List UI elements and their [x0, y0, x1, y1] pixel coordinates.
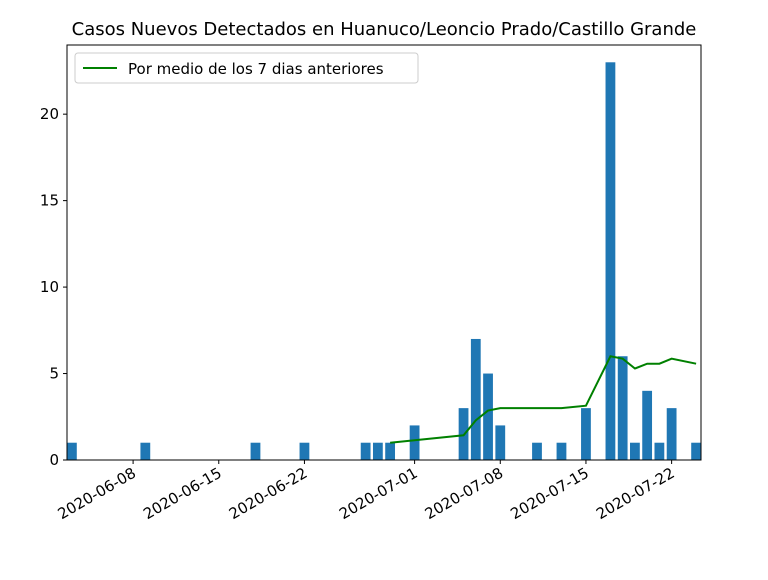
- x-axis: 2020-06-08 2020-06-15 2020-06-22 2020-07-01…: [55, 460, 678, 523]
- bar-2020-06-09: [140, 442, 151, 460]
- y-tick-label-10: 10: [40, 278, 59, 296]
- y-axis: 0 5 10 15 20: [40, 105, 67, 469]
- bar-2020-06-28: [372, 442, 383, 460]
- bars-layer: [67, 62, 701, 461]
- bar-2020-07-13: [556, 442, 567, 460]
- bar-2020-06-03: [67, 442, 77, 460]
- plot-frame: [66, 44, 702, 461]
- bar-2020-07-06: [470, 338, 481, 460]
- bar-2020-07-15: [581, 408, 591, 461]
- bar-2020-07-11: [532, 442, 542, 460]
- bar-2020-06-22: [299, 442, 310, 460]
- series-line-moving-average: [390, 355, 697, 444]
- chart-title: Casos Nuevos Detectados en Huanuco/Leonc…: [72, 19, 697, 40]
- bar-2020-06-29: [385, 442, 396, 460]
- bar-2020-07-24: [691, 442, 701, 460]
- bar-2020-07-20: [642, 390, 653, 460]
- y-tick-label-5: 5: [49, 365, 59, 383]
- bar-2020-07-17: [605, 62, 616, 460]
- x-tick-label-2020-07-15: 2020-07-15: [507, 464, 592, 523]
- line-layer: [390, 355, 697, 444]
- bar-2020-07-22: [666, 408, 677, 461]
- y-tick-label-15: 15: [40, 192, 59, 210]
- bar-2020-06-18: [250, 442, 261, 460]
- y-tick-label-20: 20: [40, 105, 59, 123]
- legend: Por medio de los 7 dias anteriores: [74, 52, 419, 84]
- legend-box: [74, 52, 419, 84]
- bar-2020-07-01: [409, 425, 420, 460]
- bar-2020-07-08: [495, 425, 506, 460]
- x-tick-label-2020-07-08: 2020-07-08: [422, 464, 507, 523]
- y-tick-label-0: 0: [49, 451, 59, 469]
- x-tick-label-2020-06-15: 2020-06-15: [140, 464, 225, 523]
- x-tick-label-2020-06-22: 2020-06-22: [226, 464, 311, 523]
- legend-label: Por medio de los 7 dias anteriores: [128, 60, 384, 78]
- x-tick-label-2020-07-22: 2020-07-22: [593, 464, 678, 523]
- bar-2020-07-19: [630, 442, 640, 460]
- x-tick-label-2020-07-01: 2020-07-01: [336, 464, 421, 523]
- bar-2020-07-07: [483, 373, 493, 460]
- bar-2020-07-18: [617, 356, 628, 460]
- bar-2020-06-27: [360, 442, 371, 460]
- x-tick-label-2020-06-08: 2020-06-08: [55, 464, 140, 523]
- bar-2020-07-21: [654, 442, 665, 460]
